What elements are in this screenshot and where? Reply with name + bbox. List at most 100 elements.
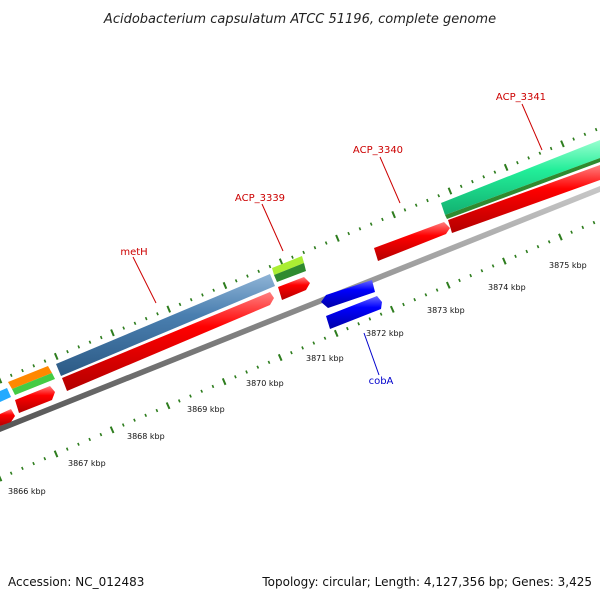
gene-label-cobA: cobA xyxy=(369,376,394,387)
inner-scale-tick xyxy=(592,220,596,225)
outer-scale-tick xyxy=(437,194,441,198)
inner-scale-tick xyxy=(43,456,47,461)
inner-scale-tick xyxy=(277,353,283,362)
leader-ACP_3340 xyxy=(379,156,401,204)
reverse-cds-track xyxy=(321,280,382,329)
inner-scale-tick xyxy=(290,350,293,355)
outer-scale-tick xyxy=(391,211,396,219)
outer-scale-tick xyxy=(471,179,474,184)
outer-scale-tick xyxy=(189,297,193,302)
inner-scale-tick xyxy=(165,402,171,410)
inner-scale-tick xyxy=(200,389,204,393)
outer-scale-tick xyxy=(503,163,509,171)
outer-scale-tick xyxy=(459,184,463,189)
cog-feature-darkgreen xyxy=(274,263,306,282)
scale-label: 3873 kbp xyxy=(427,306,465,315)
outer-scale-tick xyxy=(527,156,530,160)
scale-label: 3875 kbp xyxy=(549,261,587,270)
outer-scale-tick xyxy=(166,305,172,313)
reverse-cds xyxy=(321,280,375,308)
outer-scale-tick xyxy=(88,340,92,344)
inner-scale-tick xyxy=(21,466,24,471)
inner-scale-tick xyxy=(245,370,248,374)
forward-cds xyxy=(374,222,450,261)
inner-scale-tick xyxy=(155,408,159,413)
inner-scale-tick xyxy=(413,297,417,302)
leader-ACP_3341 xyxy=(521,103,543,151)
outer-scale-tick xyxy=(538,151,542,155)
inner-scale-tick xyxy=(99,432,103,437)
outer-scale-tick xyxy=(222,281,228,290)
inner-scale-tick xyxy=(357,322,360,326)
outer-scale-tick xyxy=(201,293,204,297)
leader-cobA xyxy=(363,332,380,376)
outer-scale-tick xyxy=(335,234,340,242)
outer-scale-tick xyxy=(381,217,384,222)
inner-scale-tick xyxy=(379,312,383,316)
inner-scale-tick xyxy=(333,329,339,337)
outer-scale-tick xyxy=(324,241,328,245)
forward-cds-track xyxy=(0,165,600,426)
scale-label: 3868 kbp xyxy=(127,432,165,441)
inner-scale-tick xyxy=(368,317,372,321)
outer-scale-tick xyxy=(156,312,159,316)
outer-scale-tick xyxy=(583,132,587,137)
scale-labels: 3866 kbp 3867 kbp 3868 kbp 3869 kbp 3870… xyxy=(8,261,587,496)
scale-label: 3867 kbp xyxy=(68,459,106,468)
outer-scale-tick xyxy=(594,127,598,132)
outer-scale-tick xyxy=(369,222,373,226)
inner-scale-tick xyxy=(32,461,35,466)
outer-scale-tick xyxy=(99,335,103,340)
inner-scale-tick xyxy=(435,288,439,292)
outer-scale-tick xyxy=(257,269,261,274)
forward-cds xyxy=(278,277,310,300)
outer-scale-tick xyxy=(549,146,553,151)
outer-scale-tick xyxy=(43,359,47,363)
inner-scale-tick xyxy=(424,293,428,297)
inner-scale-tick xyxy=(256,365,260,369)
inner-scale-tick xyxy=(581,225,585,230)
inner-scale-tick xyxy=(144,413,148,418)
inner-scale-tick xyxy=(389,305,395,313)
inner-scale-tick xyxy=(536,244,540,249)
inner-scale-tick xyxy=(346,326,349,331)
outer-scale-tick xyxy=(516,160,519,165)
inner-scale-tick xyxy=(211,384,215,389)
inner-scale-tick xyxy=(77,442,80,446)
inner-scale-tick xyxy=(53,450,59,458)
leader-ACP_3339 xyxy=(261,203,284,252)
inner-scale-tick xyxy=(109,426,115,434)
inner-scale-tick xyxy=(133,418,136,422)
outer-scale-tick xyxy=(414,203,418,207)
scale-ticks xyxy=(0,127,598,482)
cog-feature-orange xyxy=(8,366,52,389)
outer-scale-tick xyxy=(32,364,36,368)
gene-label-ACP_3339: ACP_3339 xyxy=(235,193,285,204)
outer-scale-tick xyxy=(447,187,453,195)
outer-scale-tick xyxy=(122,326,126,330)
gene-label-ACP_3341: ACP_3341 xyxy=(496,92,546,103)
inner-scale-tick xyxy=(88,437,92,442)
outer-scale-tick xyxy=(302,250,306,255)
outer-scale-tick xyxy=(144,316,148,321)
outer-scale-tick xyxy=(234,279,238,283)
inner-scale-tick xyxy=(402,302,405,307)
cog-feature-steelblue xyxy=(56,274,275,376)
outer-scale-tick xyxy=(403,208,407,212)
gene-label-ACP_3340: ACP_3340 xyxy=(353,145,403,156)
scale-label: 3874 kbp xyxy=(488,283,526,292)
label-leaders xyxy=(132,103,543,376)
inner-scale-tick xyxy=(502,257,507,265)
outer-scale-tick xyxy=(178,302,182,307)
outer-scale-tick xyxy=(0,377,3,384)
scale-label: 3869 kbp xyxy=(187,405,225,414)
inner-scale-tick xyxy=(558,233,563,241)
leader-metH xyxy=(132,256,157,304)
gene-label-metH: metH xyxy=(120,247,147,258)
cog-feature-mint xyxy=(441,140,600,215)
outer-scale-tick xyxy=(246,274,249,278)
inner-scale-tick xyxy=(547,240,551,244)
inner-scale-tick xyxy=(121,423,125,427)
cog-feature-lime xyxy=(272,256,304,275)
scale-label: 3871 kbp xyxy=(306,354,344,363)
